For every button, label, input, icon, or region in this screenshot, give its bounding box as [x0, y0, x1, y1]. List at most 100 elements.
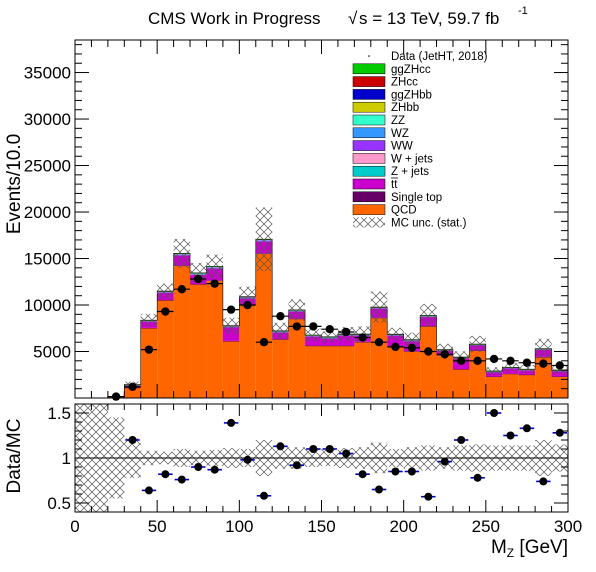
legend-label: QCD [391, 205, 417, 217]
stack-bar-qcd [190, 284, 207, 398]
ratio-point [473, 473, 482, 482]
ratio-y-tick-label: 0.5 [47, 494, 71, 513]
sqrt-symbol: √ [348, 9, 358, 28]
stack-bar-qcd [387, 346, 404, 398]
y-axis-title: Events/10.0 [4, 134, 25, 234]
stack-bar-single-top [157, 299, 174, 301]
stack-bar-qcd [452, 369, 470, 398]
legend-swatch [352, 191, 386, 203]
stack-bar-single-top [222, 340, 240, 342]
mc-unc-band [206, 254, 223, 279]
stack-bar-single-top [337, 345, 355, 347]
ratio-point [506, 431, 515, 440]
stack-bar-qcd [206, 280, 223, 398]
data-point [292, 322, 302, 331]
y-tick-label: 5000 [33, 343, 71, 362]
ratio-point [555, 428, 564, 437]
stack-bar-qcd [305, 345, 322, 398]
data-point [506, 356, 515, 366]
legend-label: MC unc. (stat.) [391, 217, 467, 229]
data-point [243, 300, 252, 310]
stack-bar-single-top [518, 374, 536, 376]
y-tick-label: 30000 [24, 110, 71, 129]
mc-unc-band [551, 365, 568, 375]
ratio-point [358, 470, 367, 479]
x-axis-title: MZ [GeV] [491, 537, 568, 560]
data-point [341, 327, 351, 337]
stack-bar-qcd [403, 351, 421, 398]
legend-label: ZZ [391, 115, 405, 127]
ratio-point [210, 465, 219, 474]
mc-unc-band [436, 343, 453, 356]
mc-unc-band [485, 367, 503, 375]
x-tick-label: 0 [70, 517, 79, 536]
legend-swatch [352, 89, 386, 100]
ratio-point [177, 475, 186, 484]
legend-label: WZ [391, 128, 409, 140]
data-point [309, 322, 318, 331]
legend-swatch [352, 204, 386, 215]
legend-swatch [352, 101, 386, 113]
mc-unc-band [469, 335, 486, 353]
data-point [177, 285, 187, 294]
stack-bar-qcd [420, 326, 437, 398]
ratio-point [325, 445, 334, 453]
data-point [210, 279, 219, 288]
stack-bar-qcd [124, 387, 141, 398]
stack-bar-single-top [321, 345, 338, 347]
experiment-label: CMS Work in Progress [148, 9, 321, 28]
legend-label: ZHcc [391, 77, 418, 89]
y-tick-label: 25000 [24, 157, 71, 176]
legend-swatch [352, 114, 386, 126]
ratio-point [309, 445, 318, 453]
x-tick-label: 300 [554, 517, 582, 536]
legend-label: ggZHcc [391, 64, 431, 76]
mc-unc-band [288, 299, 306, 321]
data-point [161, 307, 170, 316]
ratio-point [128, 436, 137, 444]
data-point [407, 343, 417, 352]
energy-lumi-label: s = 13 TeV, 59.7 fb [359, 9, 499, 28]
ratio-point [243, 455, 252, 464]
legend-label: tt [391, 179, 398, 191]
stack-bar-single-top [354, 341, 371, 343]
stack-bar-single-top [502, 373, 519, 375]
stack-bar-tt [387, 335, 404, 347]
ratio-point [276, 442, 285, 451]
y-tick-label: 35000 [24, 64, 71, 83]
data-point [259, 338, 269, 347]
ratio-panel: 0.5 1 1.5 0 50 100 150 200 250 300 [47, 403, 582, 536]
data-point [473, 356, 482, 366]
data-point [358, 333, 367, 342]
mc-unc-band [370, 291, 388, 323]
legend-label: Single top [391, 192, 442, 204]
ratio-point [490, 409, 499, 417]
stack-bar-qcd [502, 373, 519, 398]
x-tick-label: 150 [307, 517, 335, 536]
ratio-point [391, 467, 400, 476]
data-point [489, 354, 499, 364]
stack-bar-qcd [272, 339, 289, 398]
lumi-exponent: -1 [518, 5, 528, 17]
stack-bar-qcd [551, 376, 568, 398]
legend-label: WW [391, 141, 413, 153]
legend-swatch [352, 153, 386, 164]
mc-unc-band [518, 365, 536, 374]
ratio-y-tick-label: 1.5 [47, 404, 71, 423]
data-point [391, 342, 400, 352]
stack-bar-single-top [551, 376, 568, 378]
mc-unc-band [502, 362, 519, 372]
stack-bar-qcd [535, 357, 552, 398]
ratio-point [144, 486, 153, 495]
stack-bar-single-top [452, 368, 470, 370]
mc-unc-band [222, 317, 240, 334]
main-axes: 5000 10000 15000 20000 25000 30000 35000 [24, 39, 569, 399]
ratio-point [342, 449, 351, 458]
stack-bar-single-top [272, 339, 289, 340]
y-tick-label: 20000 [24, 203, 71, 222]
legend-swatch [352, 63, 386, 75]
ratio-point [522, 424, 531, 433]
stack-bar-qcd [321, 345, 338, 398]
stack-bar-single-top [140, 327, 158, 329]
